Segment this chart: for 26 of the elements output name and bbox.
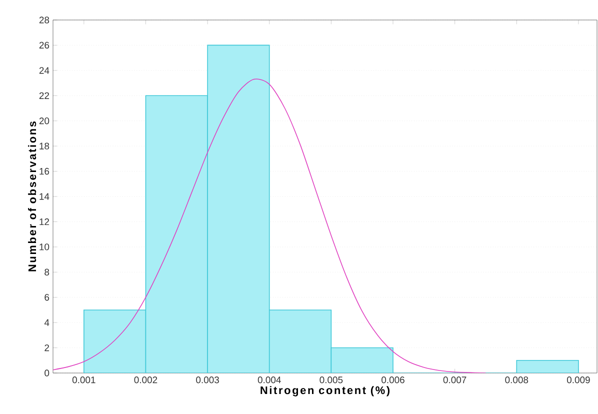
x-tick-label: 0.003 bbox=[196, 376, 219, 384]
y-axis-title: Number of observations bbox=[28, 121, 36, 272]
y-tick-label: 10 bbox=[40, 244, 50, 250]
y-tick-label: 16 bbox=[40, 168, 50, 175]
x-tick-label: 0.002 bbox=[134, 376, 158, 384]
y-tick-label: 2 bbox=[44, 344, 50, 352]
y-tick-label: 18 bbox=[40, 142, 50, 150]
y-tick-label: 4 bbox=[44, 319, 50, 326]
x-tick-label: 0.008 bbox=[505, 376, 528, 384]
y-tick-label: 24 bbox=[39, 67, 50, 74]
y-tick-label: 28 bbox=[39, 16, 50, 24]
y-tick-label: 26 bbox=[39, 42, 50, 49]
y-tick-label: 20 bbox=[39, 118, 50, 124]
x-tick-label: 0.001 bbox=[72, 376, 96, 384]
x-axis-title: Nitrogen content (%) bbox=[260, 386, 390, 396]
x-tick-label: 0.006 bbox=[382, 376, 404, 384]
y-tick-label: 6 bbox=[44, 294, 50, 301]
y-tick-label: 0 bbox=[44, 370, 50, 376]
x-tick-label: 0.004 bbox=[258, 376, 281, 384]
y-tick-label: 22 bbox=[39, 92, 50, 99]
y-tick-label: 14 bbox=[40, 193, 50, 200]
y-tick-label: 12 bbox=[40, 218, 50, 226]
x-tick-label: 0.007 bbox=[443, 376, 466, 384]
x-tick-label: 0.005 bbox=[320, 376, 343, 384]
x-tick-label: 0.009 bbox=[566, 376, 590, 384]
y-tick-label: 8 bbox=[44, 268, 50, 276]
